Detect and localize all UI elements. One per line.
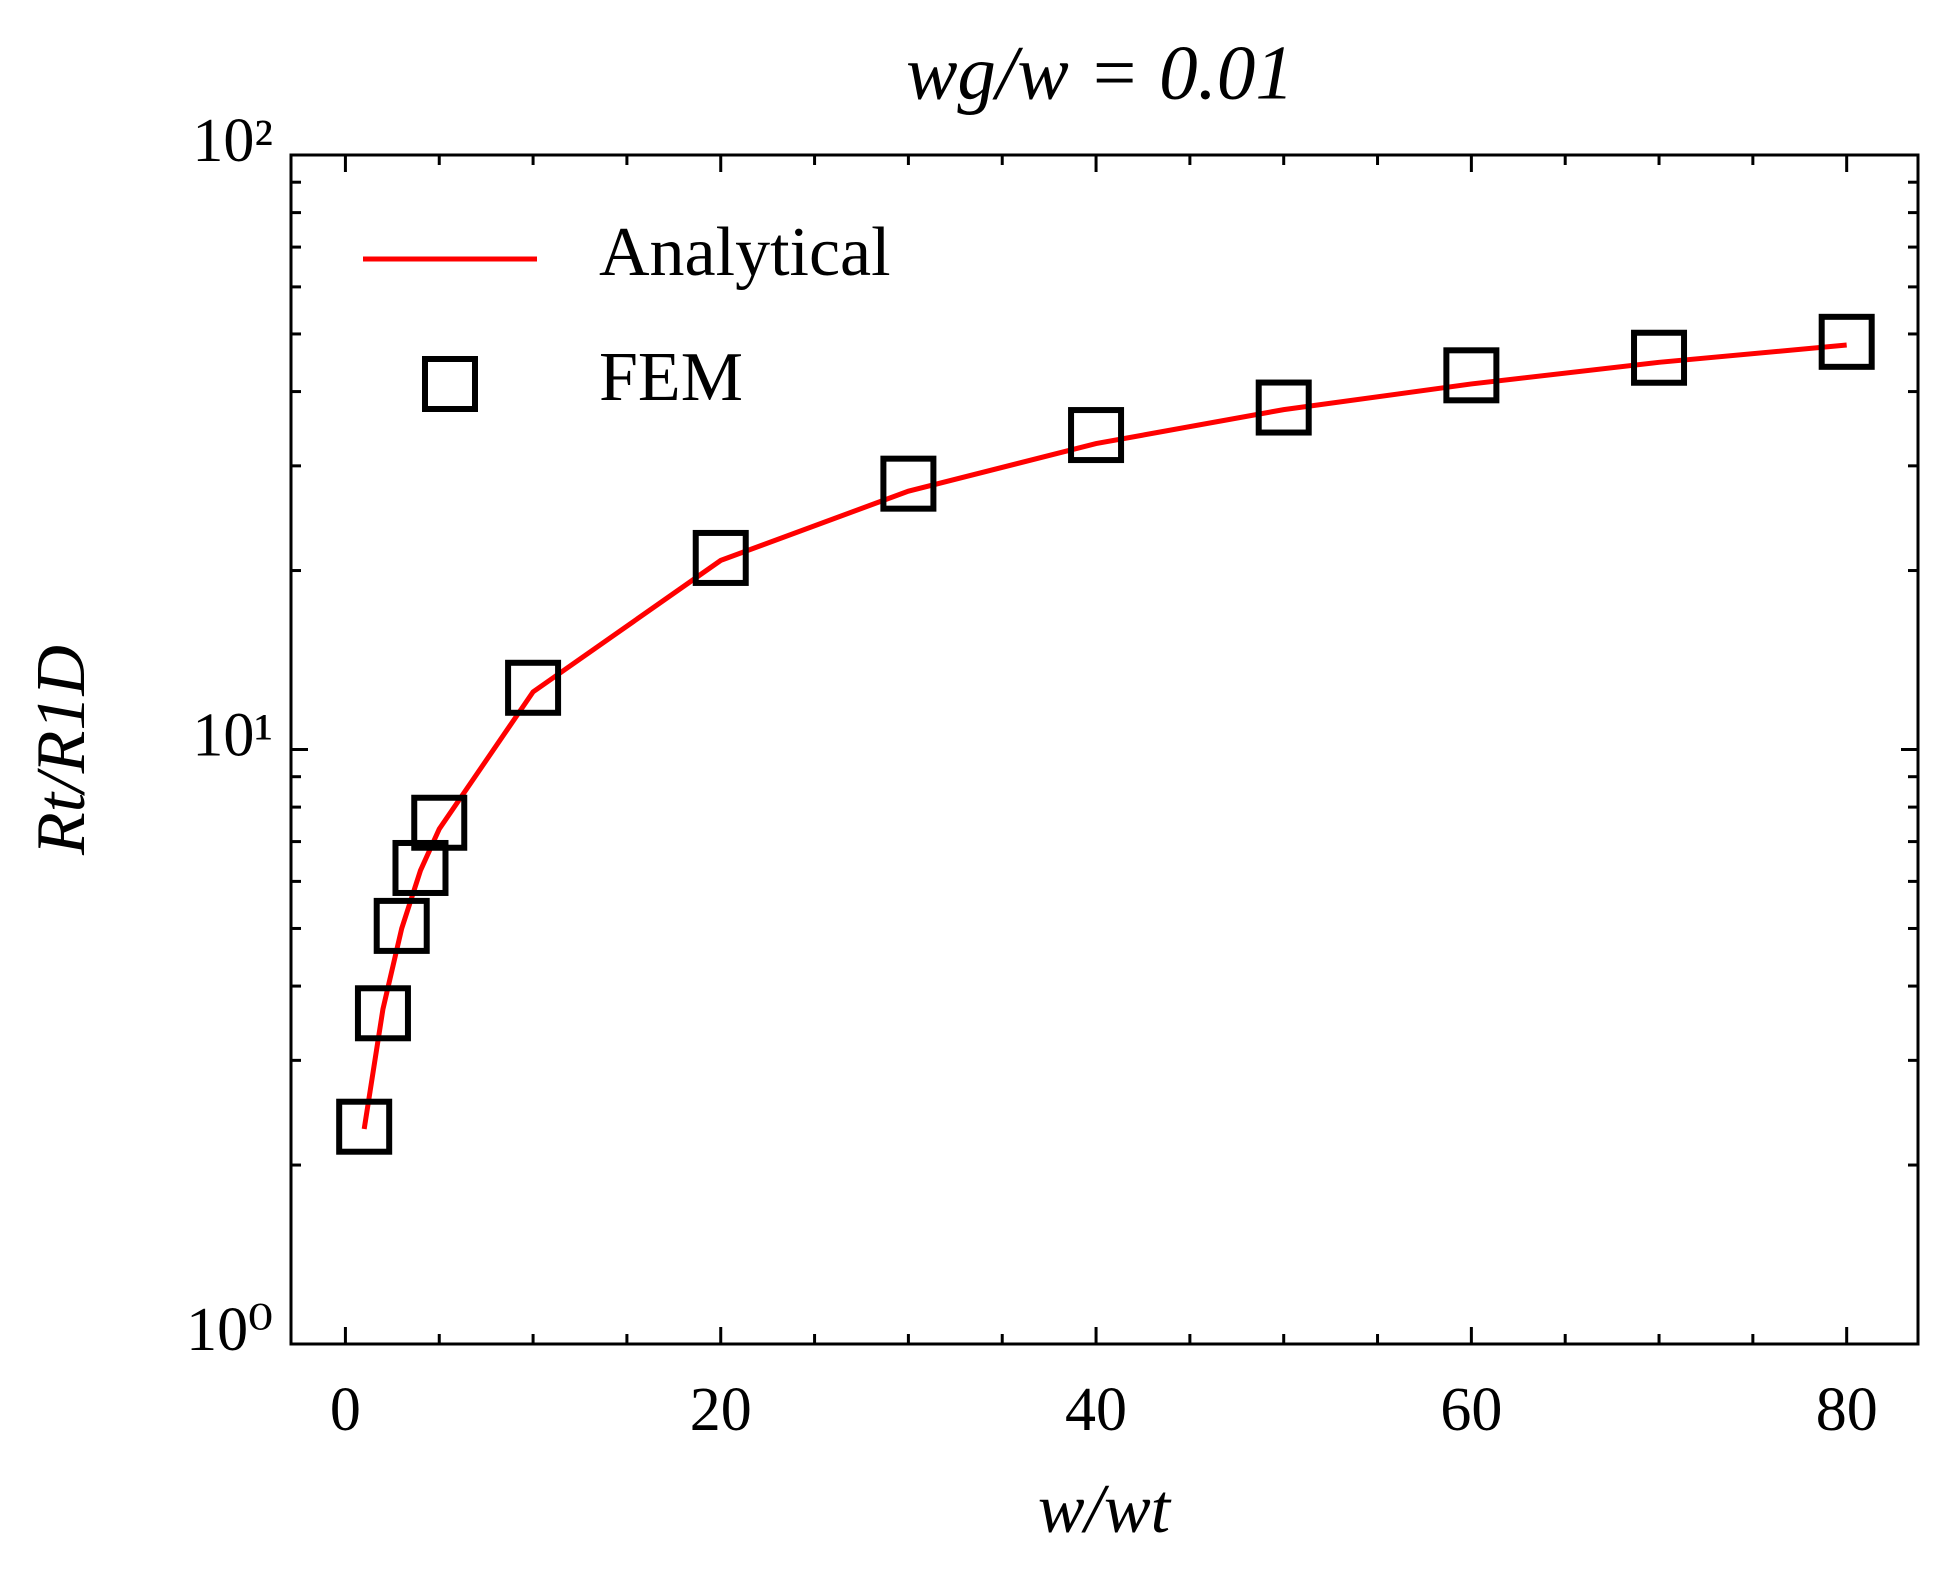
square-marker: [1818, 313, 1875, 370]
square-marker: [505, 659, 562, 716]
square-marker: [1255, 379, 1312, 436]
y-axis-label: Rt/R1D: [23, 645, 100, 856]
legend-label: Analytical: [599, 214, 891, 291]
x-tick-label: 60: [1440, 1376, 1502, 1444]
x-tick-label: 0: [330, 1376, 361, 1444]
square-marker: [411, 794, 468, 851]
legend-marker: [422, 356, 478, 412]
square-marker: [336, 1098, 393, 1155]
square-marker: [1443, 347, 1500, 404]
square-marker: [1631, 329, 1688, 386]
x-tick-label: 20: [690, 1376, 752, 1444]
x-tick-label: 80: [1816, 1376, 1878, 1444]
square-marker: [1068, 407, 1125, 464]
plot-frame: [289, 153, 1920, 1346]
y-tick-label: 10⁰: [186, 1296, 273, 1364]
x-axis-label: w/wt: [1038, 1471, 1172, 1548]
square-marker: [392, 839, 449, 896]
square-marker: [354, 985, 411, 1042]
x-tick-label: 40: [1065, 1376, 1127, 1444]
chart-title: wg/w = 0.01: [906, 30, 1294, 116]
line-series: [361, 342, 1847, 1130]
y-tick-label: 10²: [192, 107, 273, 175]
square-marker: [880, 455, 937, 512]
square-marker: [692, 529, 749, 586]
square-marker: [373, 897, 430, 954]
y-tick-label: 10¹: [192, 702, 273, 770]
legend-label: FEM: [599, 339, 743, 416]
